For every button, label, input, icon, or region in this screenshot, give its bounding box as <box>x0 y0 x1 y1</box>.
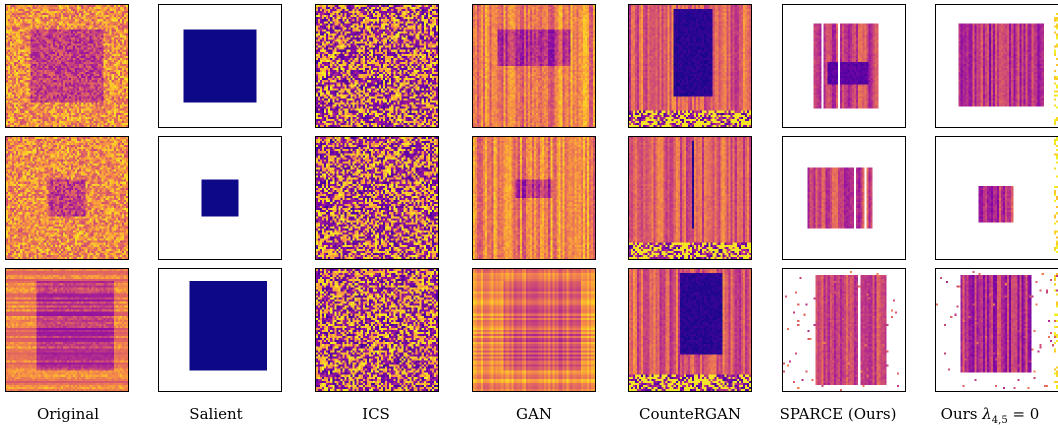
panel-ics-row-3 <box>315 268 439 392</box>
panel-image <box>783 269 905 391</box>
panel-sparce-row-3 <box>782 268 906 392</box>
panel-sparce-row-2 <box>782 136 906 260</box>
panel-image <box>159 5 281 127</box>
panel-image <box>936 137 1058 259</box>
panel-counteRGAN-row-2 <box>628 136 752 260</box>
panel-image <box>6 269 128 391</box>
panel-ablation-row-2 <box>935 136 1058 260</box>
panel-ics-row-1 <box>315 4 439 128</box>
panel-salient-row-1 <box>158 4 282 128</box>
panel-ablation-row-3 <box>935 268 1058 392</box>
column-label-counteRGAN: CounteRGAN <box>639 405 741 423</box>
panel-image <box>936 5 1058 127</box>
panel-image <box>6 5 128 127</box>
panel-gan-row-3 <box>472 268 596 392</box>
column-label-ablation: Ours λ4,5 = 0 <box>940 405 1040 426</box>
panel-image <box>783 137 905 259</box>
panel-sparce-row-1 <box>782 4 906 128</box>
panel-image <box>473 269 595 391</box>
column-label-salient: Salient <box>189 405 243 423</box>
panel-image <box>783 5 905 127</box>
panel-gan-row-2 <box>472 136 596 260</box>
panel-original-row-1 <box>5 4 129 128</box>
panel-image <box>316 269 438 391</box>
panel-ablation-row-1 <box>935 4 1058 128</box>
panel-image <box>936 269 1058 391</box>
panel-image <box>6 137 128 259</box>
panel-salient-row-3 <box>158 268 282 392</box>
panel-image <box>473 137 595 259</box>
panel-image <box>159 269 281 391</box>
panel-gan-row-1 <box>472 4 596 128</box>
panel-counteRGAN-row-3 <box>628 268 752 392</box>
panel-original-row-2 <box>5 136 129 260</box>
panel-ics-row-2 <box>315 136 439 260</box>
panel-original-row-3 <box>5 268 129 392</box>
column-label-ics: ICS <box>362 405 390 423</box>
panel-counteRGAN-row-1 <box>628 4 752 128</box>
panel-image <box>629 269 751 391</box>
panel-image <box>159 137 281 259</box>
panel-image <box>629 5 751 127</box>
panel-image <box>316 5 438 127</box>
column-label-original: Original <box>36 405 100 423</box>
panel-image <box>316 137 438 259</box>
panel-image <box>473 5 595 127</box>
panel-salient-row-2 <box>158 136 282 260</box>
column-label-sparce: SPARCE (Ours) <box>779 405 897 423</box>
panel-image <box>629 137 751 259</box>
column-label-gan: GAN <box>516 405 552 423</box>
